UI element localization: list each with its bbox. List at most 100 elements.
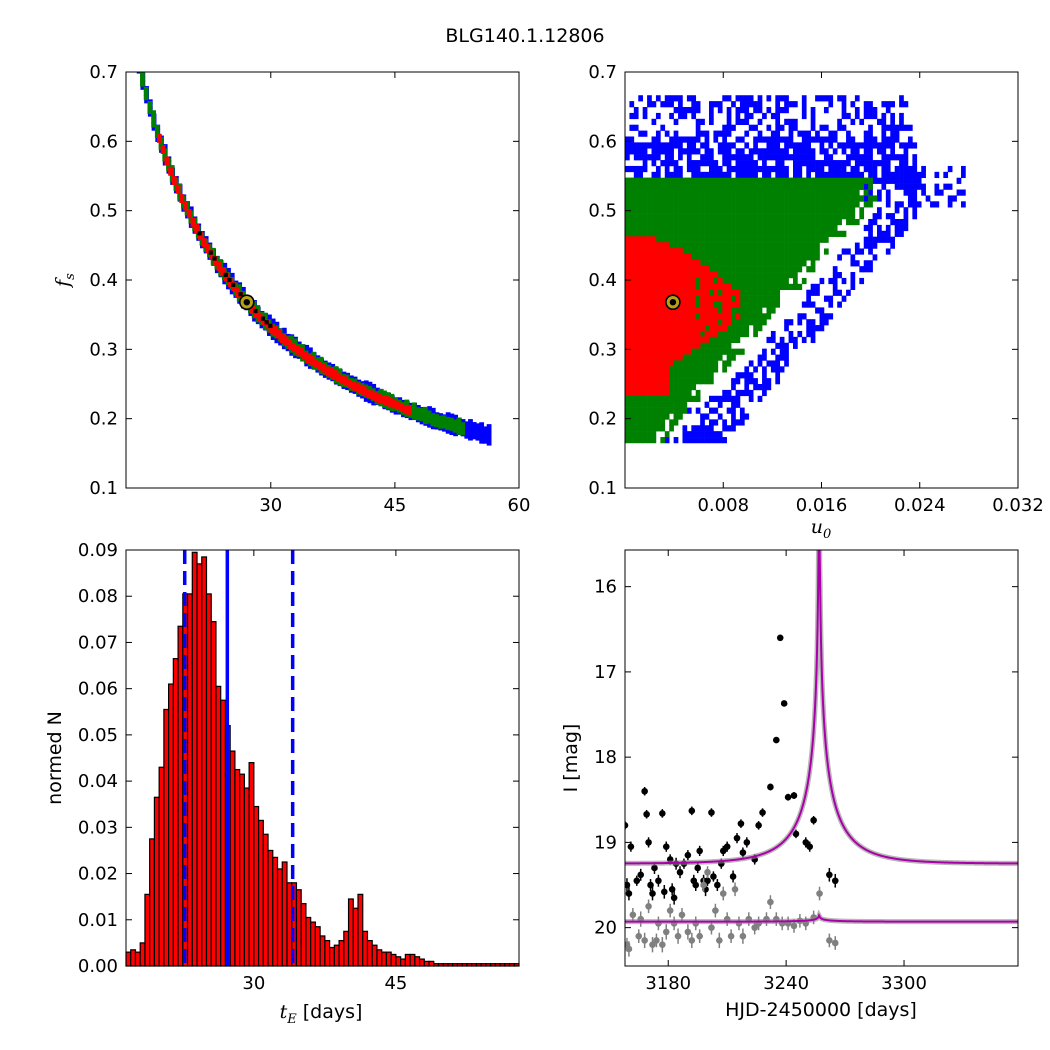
fs-u0-cell-2sigma: [686, 218, 692, 226]
fs-u0-cell-2sigma: [709, 378, 714, 385]
fs-u0-cell-3sigma: [779, 136, 785, 143]
fs-u0-cell-1sigma: [686, 277, 692, 284]
fs-u0-cell-2sigma: [748, 177, 754, 184]
fs-u0-cell-2sigma: [682, 366, 688, 373]
fs-u0-cell-3sigma: [912, 189, 918, 196]
light-curve-point: [635, 932, 643, 940]
fs-u0-cell-2sigma: [700, 248, 705, 255]
fs-u0-cell-3sigma: [797, 330, 803, 338]
fs-u0-cell-2sigma: [739, 266, 745, 273]
fs-u0-cell-2sigma: [753, 195, 758, 202]
fs-u0-cell-2sigma: [726, 325, 732, 332]
fs-u0-cell-3sigma: [921, 171, 926, 179]
fs-u0-cell-1sigma: [669, 360, 674, 367]
fs-u0-cell-3sigma: [735, 107, 741, 114]
fs-u0-cell-2sigma: [770, 260, 776, 267]
light-curve-point: [831, 877, 839, 885]
histogram-bar: [319, 935, 326, 967]
fs-u0-cell-3sigma: [775, 101, 781, 108]
fs-u0-cell-2sigma: [850, 201, 856, 208]
fs-te-cell-3-sigma: [486, 428, 492, 434]
fs-u0-cell-2sigma: [633, 213, 639, 220]
fs-u0-cell-1sigma: [691, 265, 697, 272]
fs-u0-cell-1sigma: [655, 365, 661, 373]
fs-u0-cell-2sigma: [704, 189, 710, 196]
fs-te-cell-3-sigma: [468, 423, 473, 429]
fs-u0-xtick-label: 0.032: [992, 495, 1044, 516]
fs-u0-cell-3sigma: [726, 142, 732, 149]
fs-u0-cell-2sigma: [638, 395, 643, 402]
histogram-bar: [144, 893, 151, 967]
fs-u0-cell-3sigma: [832, 272, 838, 279]
fs-u0-cell-2sigma: [722, 177, 727, 184]
fs-u0-cell-2sigma: [859, 183, 865, 190]
fs-te-cell-3-sigma: [259, 323, 265, 329]
fs-te-cell-1-sigma: [186, 208, 192, 214]
fs-u0-cell-3sigma: [748, 378, 754, 385]
fs-u0-cell-2sigma: [722, 254, 727, 261]
fs-te-cell-2-sigma: [445, 421, 451, 426]
fs-u0-cell-2sigma: [757, 183, 763, 190]
fs-u0-cell-1sigma: [664, 265, 670, 272]
fs-u0-cell-2sigma: [629, 195, 635, 202]
fs-u0-cell-2sigma: [700, 366, 705, 373]
fs-u0-cell-2sigma: [655, 395, 661, 402]
fs-u0-cell-3sigma: [739, 419, 745, 426]
fs-u0-cell-2sigma: [709, 266, 714, 273]
fs-u0-cell-2sigma: [731, 319, 736, 326]
fs-u0-cell-2sigma: [664, 413, 670, 420]
fs-u0-cell-3sigma: [744, 413, 750, 420]
fs-te-cell-2-sigma: [449, 417, 454, 423]
fs-u0-cell-3sigma: [903, 183, 909, 190]
fs-te-cell-1-sigma: [358, 388, 363, 394]
fs-u0-cell-2sigma: [647, 395, 652, 402]
fs-u0-cell-2sigma: [673, 207, 679, 214]
fs-u0-cell-1sigma: [678, 259, 683, 267]
fs-u0-cell-2sigma: [770, 254, 776, 261]
fs-te-cell-1-sigma: [380, 399, 386, 405]
fs-u0-cell-2sigma: [673, 189, 679, 196]
fs-u0-cell-3sigma: [828, 277, 834, 285]
fs-u0-cell-2sigma: [735, 230, 741, 237]
fs-u0-cell-3sigma: [722, 95, 727, 102]
fs-u0-cell-3sigma: [726, 124, 732, 131]
fs-u0-cell-2sigma: [647, 207, 652, 214]
fs-u0-cell-2sigma: [784, 177, 789, 184]
fs-te-cell-1-sigma: [402, 404, 408, 410]
fs-u0-cell-2sigma: [793, 283, 798, 291]
fs-u0-cell-2sigma: [669, 372, 674, 379]
fs-u0-cell-2sigma: [784, 224, 789, 232]
fs-u0-cell-3sigma: [726, 148, 732, 155]
fs-u0-cell-1sigma: [629, 324, 635, 331]
fs-u0-cell-3sigma: [868, 107, 873, 114]
fs-u0-cell-2sigma: [664, 213, 670, 220]
fs-u0-cell-2sigma: [810, 213, 816, 220]
fs-u0-cell-2sigma: [797, 224, 803, 232]
fs-te-cell-best: [238, 292, 243, 297]
fs-u0-cell-3sigma: [828, 171, 834, 179]
fs-u0-cell-1sigma: [660, 283, 666, 290]
fs-u0-cell-1sigma: [647, 307, 652, 314]
fs-u0-cell-3sigma: [806, 295, 811, 302]
fs-u0-cell-2sigma: [757, 301, 763, 308]
fs-te-cell-3-sigma: [449, 430, 455, 435]
fs-u0-cell-2sigma: [717, 236, 723, 243]
histogram-bar: [329, 946, 335, 967]
fs-u0-cell-2sigma: [695, 389, 701, 397]
fs-u0-cell-1sigma: [691, 271, 697, 278]
light-curve-point: [676, 868, 684, 876]
fs-u0-cell-3sigma: [709, 112, 714, 120]
fs-u0-cell-1sigma: [642, 236, 648, 243]
fs-u0-cell-3sigma: [664, 160, 670, 167]
fs-u0-cell-2sigma: [739, 289, 745, 296]
fs-u0-cell-2sigma: [731, 295, 736, 302]
fs-u0-cell-3sigma: [815, 325, 820, 332]
fs-u0-cell-1sigma: [660, 254, 666, 261]
fs-te-cell-3-sigma: [449, 413, 455, 419]
fs-u0-cell-2sigma: [739, 195, 745, 202]
fs-u0-cell-3sigma: [784, 171, 789, 179]
fs-u0-cell-1sigma: [678, 312, 683, 320]
fs-u0-cell-2sigma: [691, 207, 697, 214]
fs-u0-cell-2sigma: [682, 372, 688, 379]
fs-u0-cell-2sigma: [655, 419, 661, 426]
